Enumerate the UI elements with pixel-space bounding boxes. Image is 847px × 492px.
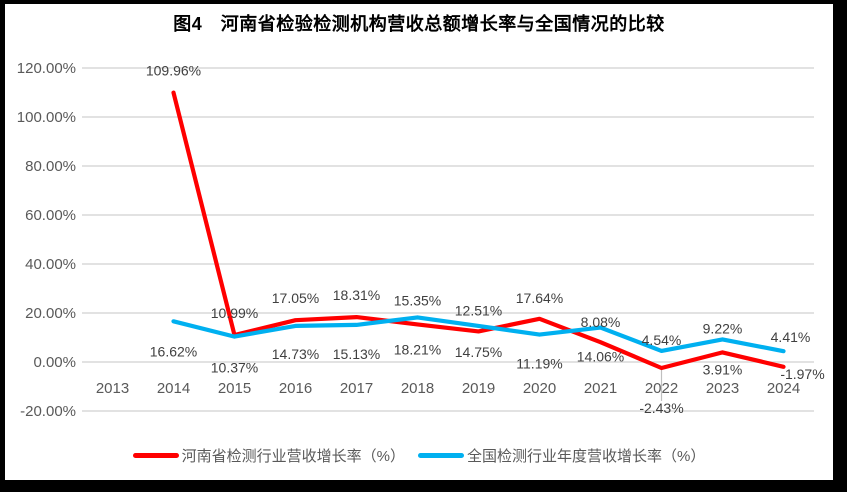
x-axis-label: 2013 — [96, 380, 129, 397]
national-data-label: 9.22% — [703, 320, 743, 336]
y-axis-tick-label: 100.00% — [17, 109, 76, 126]
national-data-label: 4.41% — [771, 329, 811, 345]
national-data-label: 16.62% — [150, 343, 197, 359]
national-data-label: 14.06% — [577, 349, 624, 365]
henan-data-label: -1.97% — [780, 366, 824, 382]
x-axis-label: 2021 — [584, 380, 617, 397]
henan-data-label: 15.35% — [394, 292, 441, 308]
y-axis-tick-label: 20.00% — [25, 305, 76, 322]
x-axis-label: 2014 — [157, 380, 190, 397]
national-data-label: 10.37% — [211, 360, 258, 376]
national-data-label: 11.19% — [516, 356, 562, 372]
henan-data-label: 109.96% — [146, 63, 201, 79]
chart-title: 图4 河南省检验检测机构营收总额增长率与全国情况的比较 — [173, 14, 665, 34]
series-line-henan[interactable] — [171, 90, 786, 371]
henan-data-label: 17.05% — [272, 290, 319, 306]
y-axis-tick-label: 120.00% — [17, 60, 76, 77]
legend-item-national[interactable]: 全国检测行业年度营收增长率（%） — [418, 445, 705, 466]
national-data-label: 18.21% — [394, 341, 441, 357]
y-axis-tick-label: 60.00% — [25, 207, 76, 224]
henan-data-label: 17.64% — [516, 290, 563, 306]
x-axis-label: 2017 — [340, 380, 373, 397]
national-data-label: 4.54% — [642, 332, 682, 348]
series-line-national[interactable] — [171, 315, 786, 354]
y-axis-tick-label: 0.00% — [33, 354, 76, 371]
x-axis-label: 2015 — [218, 380, 251, 397]
henan-data-label: 18.31% — [333, 287, 380, 303]
legend-label-henan: 河南省检测行业营收增长率（%） — [181, 448, 405, 465]
legend-swatch-national-icon — [418, 453, 464, 458]
x-axis-label: 2020 — [523, 380, 556, 397]
x-axis-label: 2018 — [401, 380, 434, 397]
henan-data-label: 12.51% — [455, 302, 502, 318]
y-axis-tick-label: 80.00% — [25, 158, 76, 175]
y-axis-tick-label: -20.00% — [20, 403, 76, 420]
legend-swatch-henan-icon — [132, 453, 179, 458]
henan-data-label: 8.08% — [581, 314, 621, 330]
x-axis-label: 2019 — [462, 380, 495, 397]
chart-legend: 河南省检测行业营收增长率（%） 全国检测行业年度营收增长率（%） — [5, 445, 833, 466]
y-axis-tick-label: 40.00% — [25, 256, 76, 273]
national-data-label: 14.75% — [455, 344, 502, 360]
henan-data-label: -2.43% — [639, 400, 683, 416]
x-axis-label: 2016 — [279, 380, 312, 397]
legend-label-national: 全国检测行业年度营收增长率（%） — [467, 448, 706, 465]
chart-panel — [5, 4, 833, 480]
national-data-label: 14.73% — [272, 346, 319, 362]
henan-data-label: 3.91% — [703, 361, 743, 377]
national-data-label: 15.13% — [333, 346, 380, 362]
henan-data-label: 10.99% — [211, 305, 258, 321]
x-axis-label: 2023 — [706, 380, 739, 397]
x-axis-label: 2024 — [767, 380, 800, 397]
legend-item-henan[interactable]: 河南省检测行业营收增长率（%） — [132, 445, 405, 466]
